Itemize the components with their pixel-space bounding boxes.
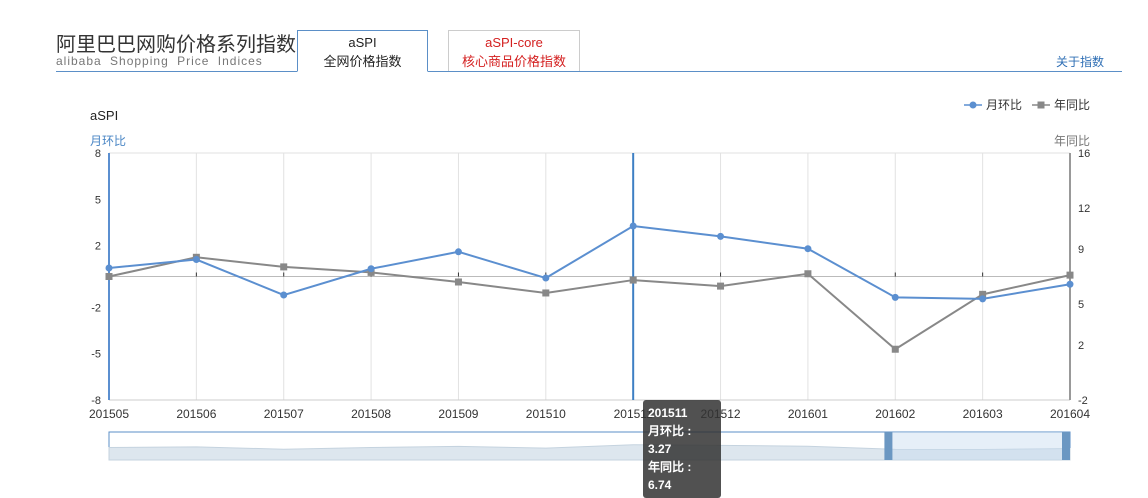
zoom-handle-left[interactable] [884, 432, 893, 460]
series-point-mom [629, 222, 637, 230]
legend-item-mom[interactable]: 月环比 [963, 96, 1022, 113]
tab-aspi-core-sublabel: 核心商品价格指数 [461, 54, 566, 69]
series-point-yoy [454, 278, 462, 286]
x-tick-label: 201507 [264, 407, 304, 421]
series-point-yoy [717, 282, 725, 290]
series-point-yoy [629, 276, 637, 284]
y-left-tick-label: 5 [95, 194, 101, 206]
tooltip-mom: 月环比 : 3.27 [648, 424, 692, 456]
page-subtitle: alibaba Shopping Price Indices [56, 54, 263, 68]
y-left-tick-label: -5 [91, 349, 101, 361]
x-tick-label: 201603 [963, 407, 1003, 421]
series-point-yoy [367, 268, 375, 276]
tooltip-category: 201511 [648, 406, 688, 420]
series-point-mom [192, 256, 200, 264]
series-point-mom [542, 274, 550, 282]
y-left-tick-label: 2 [95, 241, 101, 253]
y-right-tick-label: 2 [1078, 340, 1084, 352]
series-point-mom [979, 295, 987, 303]
x-tick-label: 201508 [351, 407, 391, 421]
tab-aspi-core[interactable]: aSPI-core 核心商品价格指数 [448, 30, 580, 72]
x-tick-label: 201601 [788, 407, 828, 421]
legend-item-yoy[interactable]: 年同比 [1031, 96, 1090, 113]
y-left-tick-label: -8 [91, 395, 101, 407]
series-point-mom [105, 264, 113, 272]
tab-aspi-sublabel: 全网价格指数 [323, 54, 402, 69]
legend-yoy-icon [1031, 101, 1050, 108]
tab-divider [56, 71, 1122, 72]
legend-yoy-label: 年同比 [1053, 98, 1090, 112]
x-tick-label: 201602 [875, 407, 915, 421]
zoom-unselected-region [887, 432, 1070, 460]
x-tick-label: 201505 [89, 407, 129, 421]
left-axis-label: 月环比 [90, 134, 127, 148]
series-point-yoy [280, 263, 288, 271]
series-point-mom [280, 291, 288, 299]
series-point-yoy [979, 290, 987, 298]
legend-mom-icon [963, 101, 982, 108]
y-right-tick-label: -2 [1078, 395, 1088, 407]
x-tick-label: 201506 [176, 407, 216, 421]
series-point-yoy [891, 345, 899, 353]
chart-tooltip: 201511 月环比 : 3.27 年同比 : 6.74 [643, 400, 721, 498]
y-left-tick-label: -2 [91, 302, 101, 314]
page-title: 阿里巴巴网购价格系列指数 [56, 34, 296, 56]
series-point-mom [717, 232, 725, 240]
tab-aspi[interactable]: aSPI 全网价格指数 [297, 30, 428, 72]
y-right-tick-label: 12 [1078, 203, 1090, 215]
y-right-tick-label: 9 [1078, 244, 1084, 256]
series-point-mom [891, 293, 899, 301]
chart-legend: 月环比 年同比 [963, 96, 1090, 113]
about-index-link[interactable]: 关于指数 [1055, 55, 1104, 69]
legend-mom-label: 月环比 [985, 98, 1022, 112]
series-point-yoy [105, 273, 113, 280]
zoom-handle-right[interactable] [1062, 432, 1070, 460]
x-tick-label: 201604 [1050, 407, 1090, 421]
series-point-mom [1066, 280, 1074, 288]
series-line-mom [108, 224, 1071, 300]
x-tick-label: 201509 [438, 407, 478, 421]
y-right-tick-label: 16 [1078, 148, 1090, 160]
series-point-mom [367, 265, 375, 273]
zoom-mini-area [108, 444, 1071, 461]
series-point-yoy [192, 253, 200, 261]
zoom-slider-track [108, 431, 1071, 461]
tab-aspi-core-label: aSPI-core [485, 35, 543, 50]
y-left-tick-label: 8 [95, 148, 101, 160]
x-tick-label: 201510 [526, 407, 566, 421]
series-point-yoy [542, 289, 550, 297]
series-point-mom [804, 245, 812, 253]
series-point-yoy [804, 270, 812, 278]
y-right-tick-label: 5 [1078, 299, 1084, 311]
series-point-mom [454, 248, 462, 256]
series-line-yoy [108, 256, 1071, 351]
tab-aspi-label: aSPI [348, 35, 377, 50]
right-axis-label: 年同比 [1053, 134, 1090, 148]
tooltip-yoy: 年同比 : 6.74 [648, 460, 692, 492]
series-point-yoy [1066, 271, 1074, 279]
chart-title: aSPI [90, 108, 119, 123]
